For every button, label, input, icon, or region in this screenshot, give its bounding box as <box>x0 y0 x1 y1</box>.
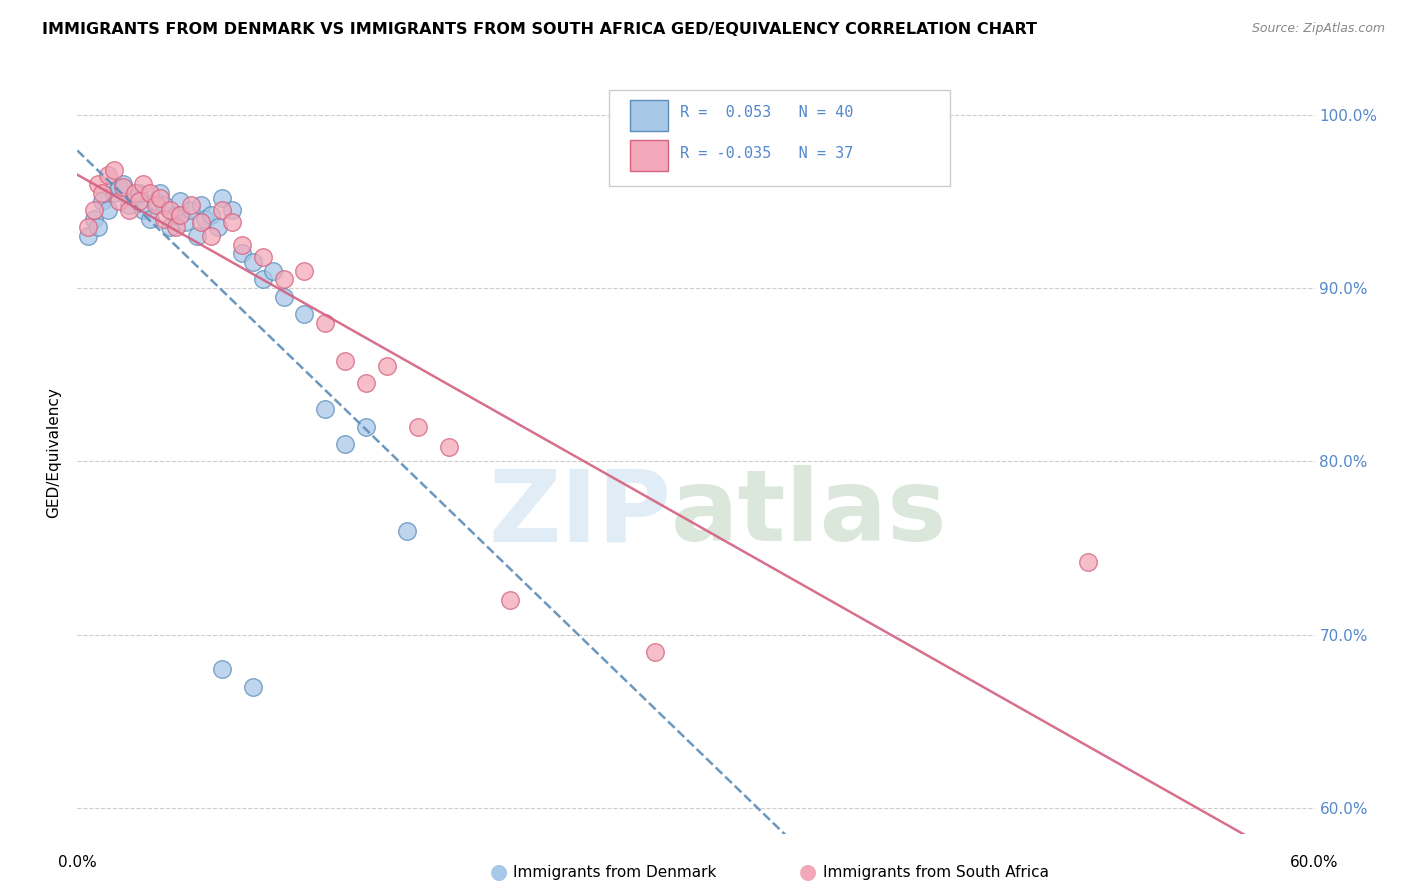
Text: IMMIGRANTS FROM DENMARK VS IMMIGRANTS FROM SOUTH AFRICA GED/EQUIVALENCY CORRELAT: IMMIGRANTS FROM DENMARK VS IMMIGRANTS FR… <box>42 22 1038 37</box>
Point <box>396 524 419 538</box>
Point <box>375 359 398 373</box>
Point <box>107 180 129 194</box>
Point <box>335 354 357 368</box>
Point <box>83 211 105 226</box>
Point <box>221 202 243 217</box>
Point <box>124 186 146 200</box>
Point <box>132 177 155 191</box>
Point <box>149 186 172 200</box>
Point <box>242 680 264 694</box>
Point <box>118 202 141 217</box>
Point <box>406 419 429 434</box>
Text: R =  0.053   N = 40: R = 0.053 N = 40 <box>681 105 853 120</box>
Point <box>180 198 202 212</box>
Bar <box>630 140 668 170</box>
Point <box>207 220 229 235</box>
Point <box>211 202 233 217</box>
Point <box>231 246 253 260</box>
Point <box>138 186 160 200</box>
Point <box>292 307 315 321</box>
Point <box>242 255 264 269</box>
Point <box>200 229 222 244</box>
Point <box>173 215 195 229</box>
Point <box>169 208 191 222</box>
Point <box>91 194 114 209</box>
Point <box>124 191 146 205</box>
Point <box>273 272 295 286</box>
Text: ZIP: ZIP <box>488 466 671 562</box>
Point <box>76 229 98 244</box>
Point <box>153 198 176 212</box>
Point <box>194 211 217 226</box>
Point <box>169 194 191 209</box>
Point <box>111 177 134 191</box>
Point <box>252 272 274 286</box>
Point <box>252 250 274 264</box>
Text: 60.0%: 60.0% <box>1291 855 1339 870</box>
Text: R = -0.035   N = 37: R = -0.035 N = 37 <box>681 146 853 161</box>
Point <box>128 186 150 200</box>
Point <box>190 215 212 229</box>
Point <box>97 169 120 183</box>
Point <box>128 194 150 209</box>
Point <box>354 419 377 434</box>
Text: ●: ● <box>800 863 817 882</box>
Text: Immigrants from South Africa: Immigrants from South Africa <box>823 865 1049 880</box>
Point <box>165 220 187 235</box>
Point <box>499 593 522 607</box>
Point <box>103 186 125 200</box>
Point <box>149 191 172 205</box>
Text: Source: ZipAtlas.com: Source: ZipAtlas.com <box>1251 22 1385 36</box>
Point <box>107 194 129 209</box>
Text: atlas: atlas <box>671 466 948 562</box>
Point <box>644 645 666 659</box>
Point <box>200 208 222 222</box>
Point <box>211 191 233 205</box>
Point <box>262 263 284 277</box>
Point <box>231 237 253 252</box>
Point <box>103 163 125 178</box>
Point <box>153 211 176 226</box>
Point <box>76 220 98 235</box>
Point <box>165 208 187 222</box>
Point <box>1077 555 1099 569</box>
Text: 0.0%: 0.0% <box>58 855 97 870</box>
Point <box>91 186 114 200</box>
Point <box>211 662 233 676</box>
Point <box>87 220 110 235</box>
Point <box>180 202 202 217</box>
Point <box>292 263 315 277</box>
Text: Immigrants from Denmark: Immigrants from Denmark <box>513 865 717 880</box>
Point <box>138 211 160 226</box>
Point <box>159 202 181 217</box>
FancyBboxPatch shape <box>609 90 949 186</box>
Point <box>437 441 460 455</box>
Y-axis label: GED/Equivalency: GED/Equivalency <box>46 387 62 518</box>
Point <box>145 198 167 212</box>
Point <box>145 194 167 209</box>
Point <box>314 316 336 330</box>
Point <box>335 437 357 451</box>
Point <box>314 402 336 417</box>
Point <box>97 202 120 217</box>
Point <box>87 177 110 191</box>
Point <box>273 290 295 304</box>
Bar <box>630 100 668 131</box>
Point <box>118 198 141 212</box>
Point <box>354 376 377 391</box>
Point <box>132 202 155 217</box>
Point <box>159 220 181 235</box>
Point <box>221 215 243 229</box>
Point <box>111 180 134 194</box>
Point <box>190 198 212 212</box>
Point <box>83 202 105 217</box>
Text: ●: ● <box>491 863 508 882</box>
Point <box>186 229 208 244</box>
